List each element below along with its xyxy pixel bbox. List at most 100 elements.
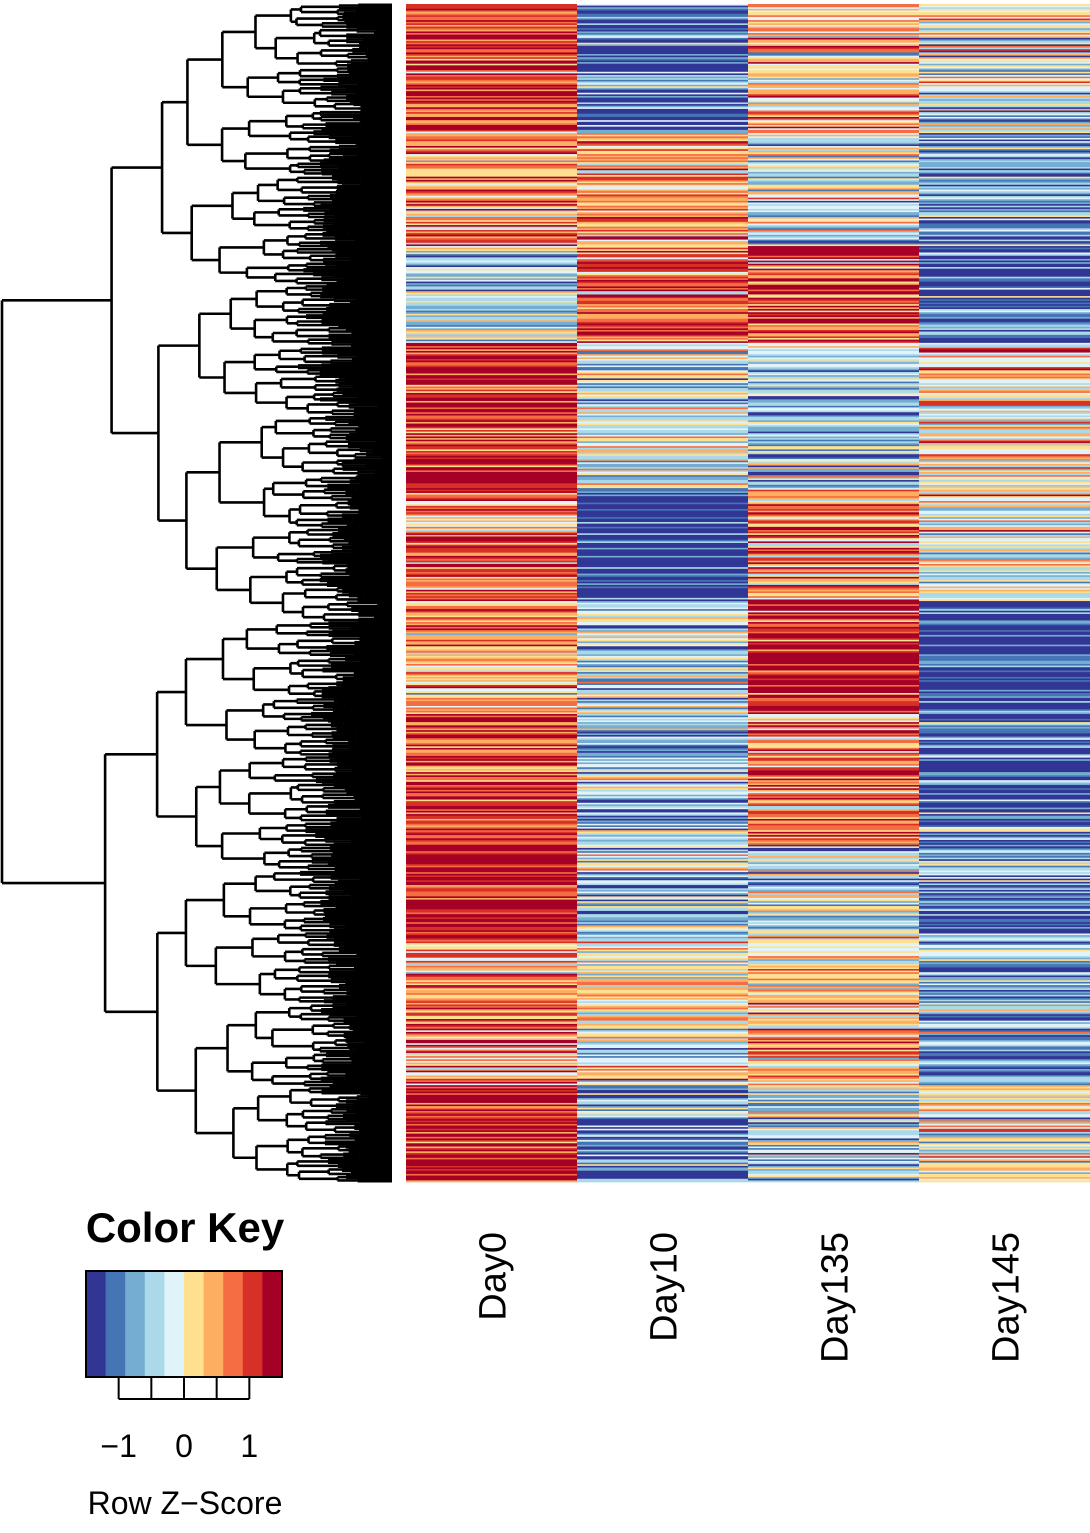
heatmap-cell — [406, 439, 578, 442]
heatmap-cell — [577, 492, 749, 495]
heatmap-cell — [577, 163, 749, 166]
heatmap-cell — [919, 823, 1090, 826]
heatmap-cell — [919, 207, 1090, 210]
heatmap-cell — [577, 793, 749, 796]
heatmap-cell — [919, 541, 1090, 544]
heatmap-cell — [748, 867, 920, 870]
heatmap-cell — [406, 300, 578, 303]
heatmap-cell — [748, 843, 920, 846]
heatmap-cell — [919, 438, 1090, 441]
heatmap-cell — [919, 959, 1090, 962]
heatmap-cell — [919, 360, 1090, 363]
heatmap-cell — [919, 354, 1090, 357]
heatmap-cell — [577, 157, 749, 160]
heatmap-cell — [406, 147, 578, 150]
heatmap-cell — [406, 207, 578, 210]
heatmap-cell — [919, 239, 1090, 242]
heatmap-cell — [577, 796, 749, 799]
heatmap-cell — [406, 112, 578, 115]
heatmap-cell — [919, 946, 1090, 949]
heatmap-cell — [748, 4, 920, 6]
heatmap-cell — [406, 899, 578, 902]
heatmap-cell — [919, 344, 1090, 347]
heatmap-cell — [577, 977, 749, 980]
heatmap-cell — [919, 157, 1090, 160]
heatmap-cell — [748, 392, 920, 395]
heatmap-cell — [577, 430, 749, 432]
heatmap-cell — [577, 450, 749, 453]
heatmap-cell — [748, 907, 920, 910]
heatmap-cell — [577, 45, 749, 48]
heatmap-cell — [919, 696, 1090, 699]
heatmap-cell — [406, 34, 578, 37]
heatmap-cell — [577, 507, 749, 510]
heatmap-cell — [406, 886, 578, 889]
heatmap-cell — [406, 580, 578, 583]
heatmap-cell — [406, 199, 578, 202]
heatmap-cell — [577, 510, 749, 513]
heatmap-cell — [577, 607, 749, 610]
heatmap-cell — [577, 225, 749, 228]
heatmap-cell — [577, 99, 749, 102]
heatmap-cell — [577, 786, 749, 789]
heatmap-cell — [748, 694, 920, 697]
heatmap-cell — [577, 150, 749, 153]
heatmap-cell — [406, 388, 578, 391]
heatmap-cell — [406, 907, 578, 910]
heatmap-cell — [577, 533, 749, 536]
heatmap-cell — [748, 91, 920, 94]
heatmap-cell — [748, 551, 920, 554]
heatmap-cell — [919, 136, 1090, 139]
heatmap-cell — [577, 234, 749, 237]
heatmap-cell — [919, 589, 1090, 592]
heatmap-cell — [577, 559, 749, 562]
heatmap-cell — [406, 497, 578, 500]
heatmap-cell — [919, 483, 1090, 486]
heatmap-cell — [406, 68, 578, 71]
heatmap-cell — [748, 518, 920, 521]
heatmap-cell — [577, 588, 749, 591]
heatmap-cell — [406, 215, 578, 218]
heatmap-cell — [406, 893, 578, 896]
heatmap-cell — [748, 92, 920, 95]
heatmap-cell — [748, 423, 920, 426]
heatmap-cell — [577, 202, 749, 205]
heatmap-cell — [919, 857, 1090, 860]
heatmap-cell — [577, 826, 749, 829]
heatmap-cell — [919, 809, 1090, 812]
heatmap-cell — [577, 844, 749, 847]
heatmap-cell — [919, 596, 1090, 599]
heatmap-cell — [406, 912, 578, 915]
heatmap-cell — [919, 638, 1090, 641]
heatmap-cell — [919, 270, 1090, 273]
heatmap-cell — [748, 894, 920, 897]
heatmap-cell — [919, 160, 1090, 163]
heatmap-cell — [919, 981, 1090, 984]
heatmap-cell — [919, 288, 1090, 290]
heatmap-cell — [577, 279, 749, 282]
heatmap-cell — [406, 847, 578, 850]
heatmap-cell — [577, 205, 749, 208]
heatmap-cell — [406, 254, 578, 257]
heatmap-cell — [748, 94, 920, 97]
heatmap-cell — [919, 75, 1090, 77]
heatmap-cell — [919, 902, 1090, 905]
heatmap-cell — [406, 749, 578, 752]
heatmap-cell — [577, 373, 749, 376]
heatmap-cell — [577, 16, 749, 19]
heatmap-cell — [577, 246, 749, 249]
heatmap-cell — [919, 570, 1090, 573]
heatmap-cell — [406, 333, 578, 336]
heatmap-cell — [748, 410, 920, 413]
heatmap-cell — [406, 964, 578, 967]
heatmap-cell — [919, 33, 1090, 36]
heatmap-cell — [577, 897, 749, 900]
heatmap-cell — [748, 99, 920, 102]
heatmap-cell — [406, 954, 578, 957]
heatmap-cell — [577, 675, 749, 678]
heatmap-cell — [748, 412, 920, 415]
heatmap-cell — [748, 576, 920, 579]
heatmap-cell — [406, 276, 578, 279]
heatmap-cell — [577, 81, 749, 84]
heatmap-cell — [919, 584, 1090, 587]
